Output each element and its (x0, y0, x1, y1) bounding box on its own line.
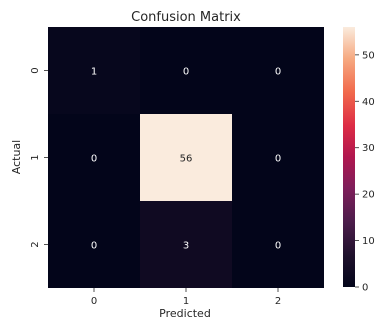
heatmap-cell-2-2 (232, 201, 324, 288)
x-axis-label: Predicted (159, 307, 211, 320)
x-tick-label: 0 (91, 296, 97, 307)
heatmap-cell-0-0 (48, 27, 140, 114)
y-axis: 0 1 2 (30, 67, 48, 248)
heatmap-cell-0-2 (232, 27, 324, 114)
cell-value-2-2: 0 (275, 241, 281, 252)
cell-value-0-1: 0 (183, 67, 189, 78)
colorbar-tick-label: 50 (362, 50, 375, 61)
cell-value-0-2: 0 (275, 67, 281, 78)
heatmap-cell-1-2 (232, 114, 324, 201)
colorbar-axis: 0 10 20 30 40 50 (355, 50, 375, 294)
y-tick-label: 1 (30, 154, 41, 160)
colorbar-tick-label: 40 (362, 97, 375, 108)
x-tick-label: 2 (275, 296, 281, 307)
colorbar-tick-label: 30 (362, 143, 375, 154)
heatmap-cell-0-1 (140, 27, 232, 114)
cell-value-0-0: 1 (91, 67, 97, 78)
cell-value-1-2: 0 (275, 154, 281, 165)
cell-value-2-0: 0 (91, 241, 97, 252)
chart-title: Confusion Matrix (131, 10, 241, 25)
colorbar-tick-label: 0 (362, 283, 368, 294)
cell-value-1-1: 56 (180, 154, 193, 165)
cell-value-2-1: 3 (183, 241, 189, 252)
cell-value-1-0: 0 (91, 154, 97, 165)
colorbar-tick-label: 10 (362, 236, 375, 247)
heatmap-cell-1-1 (140, 114, 232, 201)
x-tick-label: 1 (183, 296, 189, 307)
colorbar (343, 27, 355, 287)
colorbar-tick-label: 20 (362, 190, 375, 201)
heatmap-cell-2-1 (140, 201, 232, 288)
x-axis: 0 1 2 (91, 288, 281, 307)
y-axis-label: Actual (10, 140, 23, 174)
heatmap-cell-1-0 (48, 114, 140, 201)
y-tick-label: 0 (30, 67, 41, 73)
heatmap-cell-2-0 (48, 201, 140, 288)
heatmap-cells (48, 27, 324, 288)
cell-annotations: 1 0 0 0 56 0 0 3 0 (91, 67, 281, 252)
y-tick-label: 2 (30, 241, 41, 247)
